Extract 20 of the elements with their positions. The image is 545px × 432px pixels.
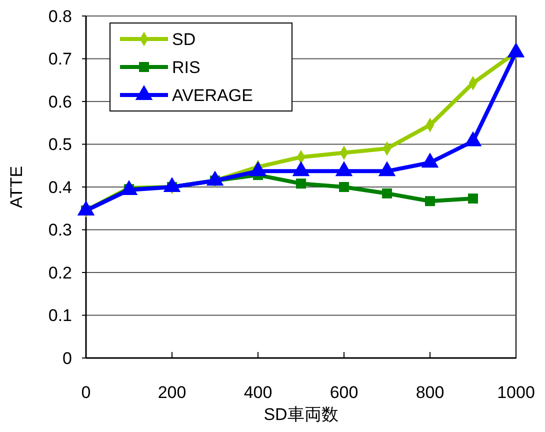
x-tick-label: 800 [416,383,444,402]
legend-label: SD [172,30,196,49]
x-tick-label: 400 [244,383,272,402]
x-tick-label: 1000 [497,383,535,402]
x-tick-label: 200 [158,383,186,402]
x-tick-label: 0 [81,383,91,402]
y-tick-label: 0.3 [48,220,72,240]
y-tick-label: 0 [62,348,72,368]
y-tick-label: 0.4 [48,178,72,197]
y-axis-title: ATTE [7,166,26,208]
legend-label: AVERAGE [172,86,253,105]
y-tick-label: 0.7 [48,50,72,69]
y-tick-label: 0.5 [48,135,72,154]
legend-label: RIS [172,58,200,77]
x-tick-label: 600 [330,383,358,402]
y-tick-label: 0.2 [48,263,72,282]
y-tick-label: 0.8 [48,6,72,26]
y-tick-label: 0.6 [48,92,72,112]
y-tick-label: 0.1 [48,306,72,326]
x-axis-title: SD車両数 [264,405,338,424]
